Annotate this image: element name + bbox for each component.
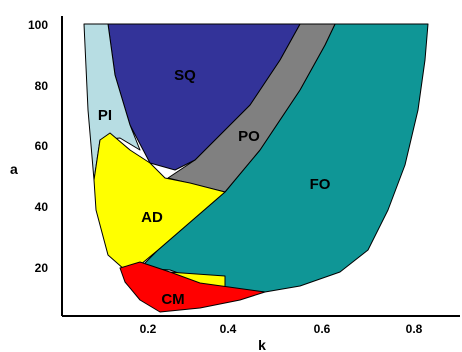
region-cm <box>119 261 266 313</box>
x-tick-label: 0.2 <box>140 322 157 336</box>
y-tick-label: 60 <box>35 139 49 153</box>
x-axis-label: k <box>258 337 266 352</box>
region-label-fo: FO <box>310 176 331 193</box>
region-pi <box>83 23 141 181</box>
y-axis-label: a <box>10 161 18 177</box>
x-tick-label: 0.6 <box>314 322 331 336</box>
x-tick-label: 0.8 <box>406 322 423 336</box>
region-ad <box>93 132 226 271</box>
x-tick-label: 0.4 <box>220 322 237 336</box>
region-label-sq: SQ <box>174 67 196 84</box>
region-label-pi: PI <box>98 107 112 124</box>
region-label-ad: AD <box>141 209 163 226</box>
y-tick-label: 20 <box>35 261 49 275</box>
y-tick-label: 80 <box>35 79 49 93</box>
region-label-po: PO <box>238 128 260 145</box>
y-tick-label: 100 <box>28 18 48 32</box>
y-tick-label: 40 <box>35 200 49 214</box>
region-label-cm: CM <box>161 291 184 308</box>
